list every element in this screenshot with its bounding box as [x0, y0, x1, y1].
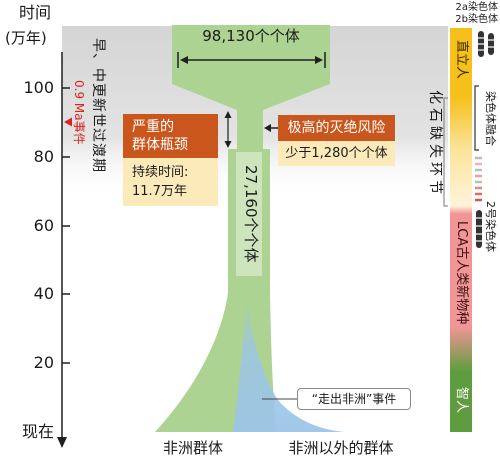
- out-of-africa-label: “走出非洲”事件: [297, 388, 411, 410]
- axis-unit: (万年): [5, 29, 47, 47]
- bottleneck-callout-duration: 持续时间: 11.7万年: [123, 158, 218, 206]
- ancestral-population-size: 98,130个个体: [202, 27, 300, 45]
- chromosome-2-icon: [476, 210, 482, 248]
- lineage-lca-label: LCA古人类新物种: [454, 221, 469, 325]
- out-of-africa-population-shape: [233, 300, 345, 432]
- chromosome-2-label: 2号染色体: [484, 200, 497, 252]
- chromosome-2a-label: 2a染色体: [455, 2, 499, 13]
- lineage-sapiens-label: 智人: [454, 386, 469, 413]
- duration-value: 11.7万年: [132, 184, 187, 199]
- tick-label-100: 100: [23, 78, 54, 97]
- chromosome-2b-icon: [488, 33, 494, 55]
- chromosome-2a-icon: [478, 31, 484, 57]
- ancestral-size-arrow-head-left: [180, 56, 188, 64]
- bottleneck-column-highlight: [236, 152, 262, 276]
- tick-label-20: 20: [33, 353, 54, 372]
- chromosome-2b-label: 2b染色体: [455, 14, 498, 25]
- event-marker-icon: [64, 117, 72, 127]
- transition-period-label: 早、中更新世过渡期: [90, 38, 106, 173]
- extinction-risk-detail: 少于1,280个个体: [278, 141, 395, 166]
- africa-group-label: 非洲群体: [162, 439, 223, 457]
- event-label: 0.9 Ma事件: [72, 80, 86, 145]
- risk-pointer-arrow: [264, 124, 278, 132]
- extinction-risk-title: 极高的灭绝风险: [278, 115, 395, 141]
- chromosome-2-body: [476, 210, 482, 248]
- bottleneck-title-line-2: 群体瓶颈: [132, 137, 188, 153]
- bottleneck-duration-arrow-head-bottom: [224, 141, 232, 148]
- chromosome-fusion-bracket: [474, 85, 479, 151]
- bottleneck-title-line-1: 严重的: [132, 119, 174, 135]
- lineage-erectus-label: 直立人: [454, 40, 469, 80]
- risk-pointer-head: [264, 124, 271, 132]
- tick-label-80: 80: [33, 147, 54, 166]
- chromosome-fusion-label: 染色体融合: [484, 90, 497, 146]
- lineage-missing-link-label: 化石缺失环节: [427, 90, 443, 198]
- axis-title: 时间: [19, 3, 52, 22]
- bottleneck-duration-arrow-head-top: [224, 111, 232, 118]
- africa-population-shape: [155, 25, 330, 432]
- ancestral-size-arrow-head-right: [315, 56, 323, 64]
- tick-label-40: 40: [33, 284, 54, 303]
- bottleneck-callout: 严重的 群体瓶颈 持续时间: 11.7万年: [123, 114, 218, 206]
- ancestral-size-arrow: [177, 52, 326, 68]
- time-axis-arrow-head: [57, 437, 67, 448]
- bottleneck-duration-arrow: [224, 111, 232, 148]
- time-axis: [57, 52, 70, 448]
- duration-label: 持续时间:: [132, 165, 189, 180]
- chromosome-2b-body: [488, 33, 494, 55]
- lineage-bar: [450, 28, 472, 432]
- chromosome-fusion-stripes: [475, 156, 482, 202]
- tick-label-60: 60: [33, 216, 54, 235]
- tick-label-present: 现在: [21, 422, 54, 441]
- bottleneck-callout-title: 严重的 群体瓶颈: [123, 114, 218, 158]
- extinction-risk-callout: 极高的灭绝风险 少于1,280个个体: [278, 115, 395, 166]
- missing-link-bracket: [443, 97, 448, 207]
- non-africa-group-label: 非洲以外的群体: [288, 439, 394, 457]
- bottleneck-population-size: 27,160个个体: [242, 165, 260, 263]
